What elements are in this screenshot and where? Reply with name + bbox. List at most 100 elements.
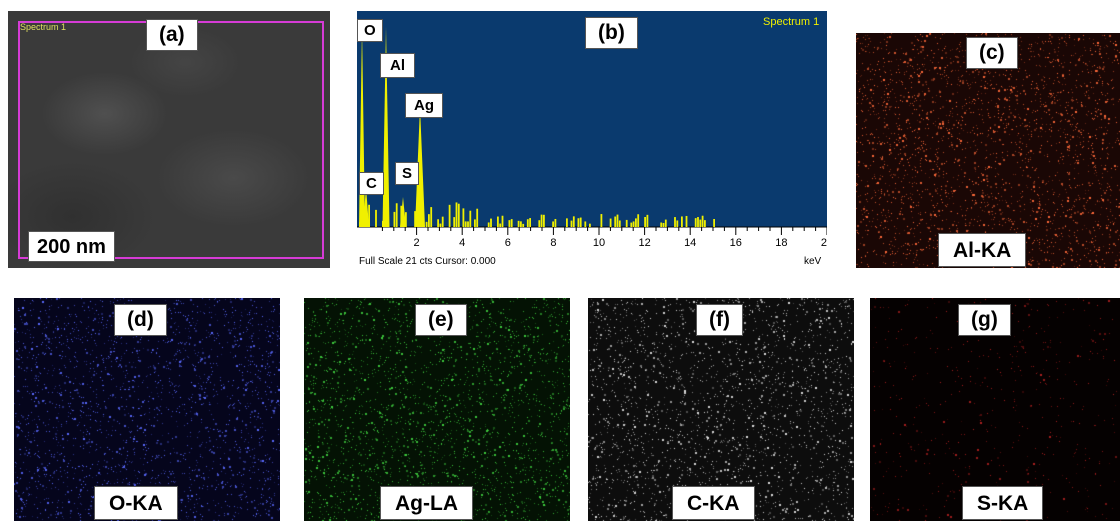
spectrum-noise-bar [685, 215, 688, 227]
o-map-panel: (d) O-KA [14, 298, 280, 521]
spectrum-noise-bar [497, 216, 499, 227]
element-label-o: O-KA [94, 486, 178, 520]
s-map-panel: (g) S-KA [870, 298, 1120, 521]
peak-label-o: O [357, 19, 383, 42]
spectrum-peak [400, 197, 406, 227]
spectrum-noise-bar [467, 221, 469, 227]
spectrum-noise-bar [439, 223, 442, 227]
spectrum-noise-bar [538, 220, 541, 227]
spectrum-noise-bar [625, 219, 628, 227]
tick-label: 8 [550, 237, 556, 249]
spectrum-noise-bar [701, 215, 704, 227]
spectrum-noise-bar [457, 203, 460, 227]
panel-letter-f: (f) [696, 304, 743, 336]
spectrum-noise-bar [614, 216, 617, 227]
sem-image [8, 11, 330, 268]
panel-letter-a: (a) [146, 19, 198, 51]
spectrum-noise-bar [713, 219, 715, 227]
spectrum-noise-bar [570, 220, 573, 227]
tick-label: 6 [505, 237, 511, 249]
spectrum-noise-bar [635, 218, 637, 227]
spectrum-noise-bar [681, 216, 683, 227]
scale-label: 200 nm [28, 231, 115, 262]
spectrum-noise-bar [455, 202, 458, 227]
panel-letter-b: (b) [585, 17, 638, 49]
spectrum-noise-bar [425, 221, 428, 227]
tick-label: 4 [459, 237, 465, 249]
spectrum-noise-bar [441, 216, 444, 227]
spectrum-noise-bar [662, 222, 665, 227]
spectrum-noise-bar [517, 220, 520, 227]
element-label-s: S-KA [962, 486, 1044, 520]
spectrum-noise-bar [609, 218, 612, 227]
tick-label: 18 [775, 237, 787, 249]
spectrum-noise-bar [462, 208, 465, 227]
spectrum-ticks: 2 4 6 8 10 12 14 16 18 20 [381, 227, 827, 249]
spectrum-noise-bar [630, 222, 633, 227]
spectrum-noise-bar [375, 209, 377, 227]
peak-label-ag: Ag [405, 93, 443, 118]
spectrum-unit: keV [804, 256, 822, 267]
spectrum-noise-bar [644, 216, 646, 227]
spectrum-noise-bar [476, 208, 479, 227]
spectrum-noise-bar [566, 218, 568, 227]
element-label-c: C-KA [672, 486, 755, 520]
spectrum-noise-bar [393, 211, 396, 227]
spectrum-noise-bar [368, 204, 370, 227]
element-label-ag: Ag-LA [380, 486, 473, 520]
spectrum-noise-bar [428, 214, 430, 227]
spectrum-selection-frame [18, 21, 324, 259]
spectrum-noise-bar [552, 221, 554, 227]
spectrum-noise-bar [510, 219, 513, 227]
spectrum-noise-bar [637, 214, 640, 227]
spectrum-noise-bar [646, 214, 649, 227]
al-element-map [856, 33, 1120, 268]
spectrum-noise-bar [522, 223, 525, 227]
spectrum-noise-bar [395, 203, 398, 227]
spectrum-noise-bar [554, 218, 557, 227]
eds-spectrum-chart: 2 4 6 8 10 12 14 16 18 20 Spectrum 1 Full Scale 2… [357, 11, 827, 268]
spectrum-noise-bar [414, 211, 416, 227]
spectrum-noise-bar [464, 221, 467, 227]
panel-letter-c: (c) [966, 37, 1018, 69]
peak-label-c: C [359, 172, 384, 195]
panel-letter-d: (d) [114, 304, 167, 336]
spectrum-noise-bar [577, 218, 580, 227]
spectrum-noise-bar [405, 212, 407, 227]
peak-label-s: S [395, 162, 420, 185]
spectrum-noise-bar [526, 219, 529, 227]
panel-letter-g: (g) [958, 304, 1011, 336]
spectrum-axis-area [357, 227, 827, 268]
spectrum-noise-bar [664, 219, 667, 227]
spectrum-noise-bar [632, 221, 635, 227]
spectrum-peak [415, 107, 425, 227]
spectrum-noise-bar [674, 217, 676, 227]
al-map-panel: (c) Al-KA [856, 33, 1120, 268]
spectrum-noise-bar [490, 218, 492, 227]
c-map-panel: (f) C-KA [588, 298, 854, 521]
sem-image-panel: Spectrum 1 (a) 200 nm [8, 11, 330, 268]
spectrum-noise-bar [584, 221, 587, 227]
tick-label: 10 [593, 237, 605, 249]
spectrum-noise-bar [469, 210, 472, 227]
spectrum-noise-bar [474, 219, 476, 227]
tick-label: 20 [821, 237, 827, 249]
spectrum-noise-bar [430, 207, 433, 227]
spectrum-noise-bar [499, 223, 502, 227]
panel-letter-e: (e) [415, 304, 467, 336]
spectrum-noise-bar [616, 214, 619, 227]
tick-label: 16 [730, 237, 742, 249]
spectrum-noise-bar [543, 214, 545, 227]
spectrum-peak [363, 187, 369, 227]
spectrum-footer: Full Scale 21 cts Cursor: 0.000 [359, 256, 496, 267]
spectrum-noise-bar [699, 219, 702, 227]
tick-label: 14 [684, 237, 696, 249]
spectrum-noise-bar [579, 217, 582, 227]
spectrum-noise-bar [697, 217, 699, 227]
spectrum-noise-bar [520, 221, 522, 227]
spectrum-noise-bar [529, 218, 531, 227]
element-label-al: Al-KA [938, 233, 1027, 267]
spectrum-noise-bar [589, 223, 591, 227]
spectrum-noise-bar [448, 204, 451, 227]
eds-spectrum-panel: 2 4 6 8 10 12 14 16 18 20 Spectrum 1 Full Scale 2… [357, 11, 827, 268]
